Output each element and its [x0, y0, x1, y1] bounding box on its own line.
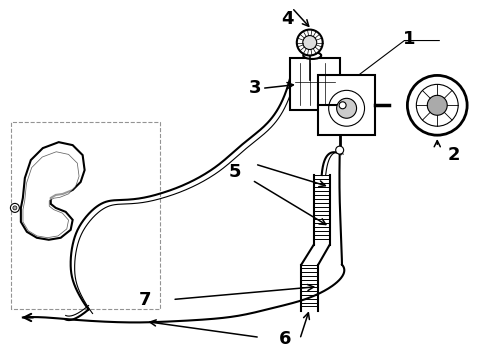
- Polygon shape: [21, 142, 85, 240]
- Text: 5: 5: [229, 163, 241, 181]
- Circle shape: [329, 90, 365, 126]
- Circle shape: [337, 98, 357, 118]
- Circle shape: [416, 84, 458, 126]
- Bar: [290, 58, 340, 110]
- Circle shape: [427, 95, 447, 115]
- Circle shape: [336, 146, 343, 154]
- Circle shape: [10, 203, 20, 212]
- Text: 3: 3: [249, 79, 261, 97]
- Text: 7: 7: [139, 291, 151, 309]
- Circle shape: [297, 30, 323, 55]
- Polygon shape: [23, 152, 79, 238]
- Ellipse shape: [303, 52, 321, 59]
- Text: 6: 6: [279, 330, 291, 348]
- Bar: [318, 75, 375, 135]
- Text: 1: 1: [403, 30, 416, 48]
- Circle shape: [303, 36, 317, 50]
- Circle shape: [13, 206, 17, 210]
- Text: 4: 4: [282, 10, 294, 28]
- Circle shape: [339, 102, 346, 109]
- Circle shape: [407, 75, 467, 135]
- Text: 2: 2: [448, 146, 461, 164]
